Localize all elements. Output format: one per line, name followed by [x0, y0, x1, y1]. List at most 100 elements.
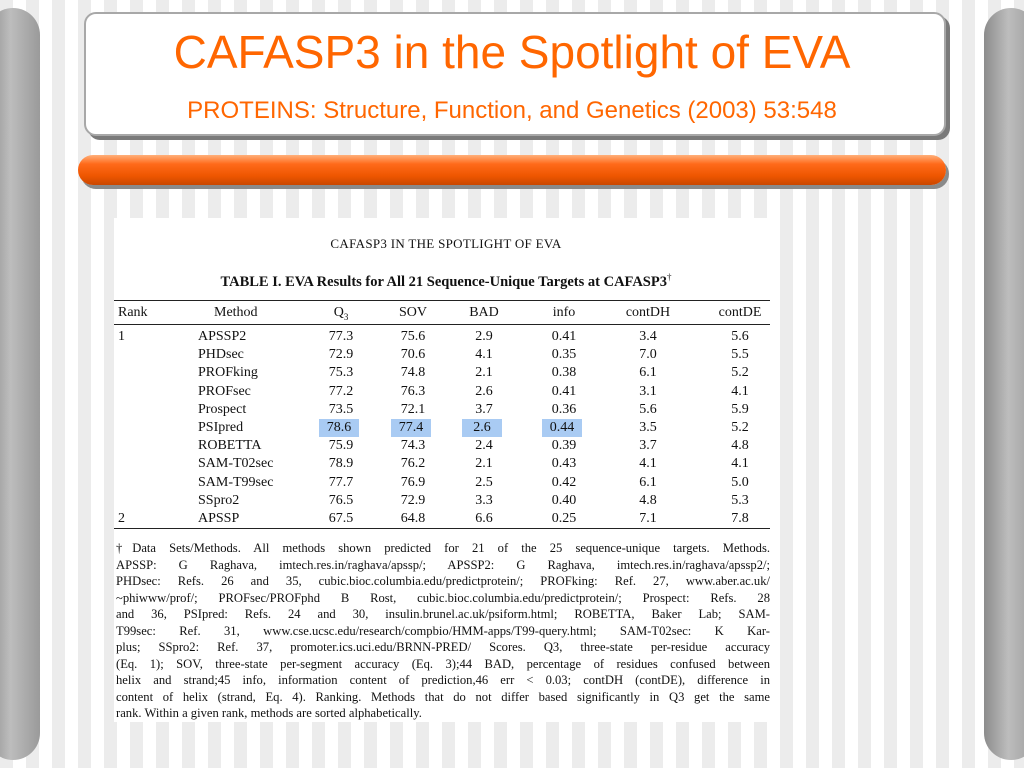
table-title-mark: † [666, 272, 672, 282]
cell-bad: 2.6 [462, 419, 502, 437]
cell-q3: 78.9 [328, 456, 354, 472]
cell-sov: 75.6 [400, 329, 426, 344]
cell-bad: 6.6 [475, 511, 493, 526]
cell-q3: 73.5 [328, 401, 354, 417]
cell-bad: 2.1 [475, 365, 493, 381]
cell-contdh: 6.1 [639, 474, 657, 490]
cell-info: 0.43 [551, 456, 577, 472]
footnote-line: plus; SSpro2: Ref. 37, promoter.ics.uci.… [116, 640, 770, 654]
header-info: info [552, 305, 576, 320]
cell-contdh: 6.1 [639, 365, 657, 381]
header-rank: Rank [118, 305, 148, 320]
slide-subtitle: PROTEINS: Structure, Function, and Genet… [187, 97, 837, 124]
cell-sov: 70.6 [400, 347, 426, 363]
cell-bad: 4.1 [475, 347, 493, 363]
header-bad: BAD [469, 305, 499, 320]
cell-info: 0.41 [551, 329, 577, 344]
footnote-line: PHDsec: Refs. 26 and 35, cubic.bioc.colu… [116, 574, 770, 588]
running-head: CAFASP3 IN THE SPOTLIGHT OF EVA [330, 236, 562, 251]
cell-bad: 2.4 [475, 438, 493, 454]
header-contde: contDE [718, 305, 762, 320]
cell-method: PHDsec [198, 347, 244, 363]
cell-contde: 4.1 [731, 456, 749, 472]
cell-info: 0.44 [542, 419, 582, 437]
cell-q3: 75.3 [328, 365, 354, 381]
footnote-line: APSSP: G Raghava, imtech.res.in/raghava/… [116, 557, 770, 572]
footnote-line: †Data Sets/Methods. All methods shown pr… [116, 541, 770, 555]
cell-method: SAM-T99sec [198, 474, 274, 490]
header-q3-letter: Q [333, 305, 344, 320]
cell-contde: 7.8 [731, 511, 749, 526]
header-q3: Q3 [309, 304, 373, 326]
table-bottom-rule [114, 528, 770, 529]
document-image: CAFASP3 IN THE SPOTLIGHT OF EVA TABLE I.… [114, 218, 778, 722]
cell-method: PSIpred [198, 420, 244, 435]
cell-q3: 77.2 [328, 383, 354, 399]
cell-sov: 76.9 [400, 474, 426, 490]
footnote-line: rank. Within a given rank, methods are s… [116, 706, 422, 720]
table-top-rule [114, 300, 770, 301]
cell-contde: 5.3 [731, 492, 749, 508]
cell-info: 0.35 [551, 347, 577, 363]
cell-bad: 2.1 [475, 456, 493, 472]
left-decoration-bar [0, 8, 40, 760]
cell-contdh: 7.1 [639, 511, 657, 526]
cell-method: SAM-T02sec [198, 456, 274, 472]
cell-q3: 77.3 [328, 329, 354, 344]
cell-rank: 1 [118, 329, 125, 344]
cell-sov: 74.8 [400, 365, 426, 381]
cell-bad: 2.9 [475, 329, 493, 344]
cell-contdh: 3.1 [639, 383, 657, 399]
cell-sov: 76.3 [400, 383, 426, 399]
cell-q3: 72.9 [328, 347, 354, 363]
header-q3-subscript: 3 [343, 311, 349, 322]
footnote-line: T99sec: Ref. 31, www.cse.ucsc.edu/resear… [116, 623, 770, 638]
cell-contde: 5.2 [731, 420, 749, 435]
cell-contde: 5.5 [731, 347, 749, 363]
table-title: TABLE I. EVA Results for All 21 Sequence… [114, 272, 778, 291]
cell-q3: 75.9 [328, 438, 354, 454]
cell-method: PROFsec [198, 383, 251, 399]
cell-method: ROBETTA [198, 438, 262, 454]
cell-method: APSSP2 [198, 329, 247, 344]
footnote-line: ~phiwww/prof/; PROFsec/PROFphd B Rost, c… [116, 590, 770, 605]
cell-sov: 77.4 [391, 419, 431, 437]
cell-contdh: 5.6 [639, 401, 657, 417]
cell-contde: 5.9 [731, 401, 749, 417]
cell-bad: 3.3 [475, 492, 493, 508]
cell-info: 0.38 [551, 365, 577, 381]
cell-info: 0.25 [551, 511, 577, 526]
cell-method: APSSP [198, 511, 240, 526]
cell-sov: 72.9 [400, 492, 426, 508]
cell-method: SSpro2 [198, 492, 240, 508]
cell-sov: 64.8 [400, 511, 426, 526]
cell-method: Prospect [198, 401, 247, 417]
cell-contde: 5.2 [731, 365, 749, 381]
cell-q3: 78.6 [319, 419, 359, 437]
cell-contdh: 4.8 [639, 492, 657, 508]
cell-rank: 2 [118, 511, 125, 526]
cell-info: 0.36 [551, 401, 577, 417]
cell-contdh: 4.1 [639, 456, 657, 472]
right-decoration-bar [984, 8, 1024, 760]
table-title-text: TABLE I. EVA Results for All 21 Sequence… [220, 273, 667, 290]
header-method: Method [214, 305, 258, 320]
slide-title: CAFASP3 in the Spotlight of EVA [173, 26, 851, 78]
cell-contde: 4.1 [731, 383, 749, 399]
cell-q3: 77.7 [328, 474, 354, 490]
cell-contde: 4.8 [731, 438, 749, 454]
cell-contde: 5.0 [731, 474, 749, 490]
cell-contde: 5.6 [731, 329, 749, 344]
cell-contdh: 7.0 [639, 347, 657, 363]
cell-bad: 2.5 [475, 474, 493, 490]
cell-q3: 76.5 [328, 492, 354, 508]
footnote-line: (Eq. 1); SOV, three-state per-segment ac… [116, 656, 770, 671]
footnote-line: and 36, PSIpred: Refs. 24 and 30, insuli… [116, 607, 770, 621]
cell-info: 0.41 [551, 383, 577, 399]
cell-contdh: 3.4 [639, 329, 657, 344]
table-header-rule [114, 324, 770, 325]
slide-title-box [84, 12, 946, 136]
footnote-line: helix and strand;45 info, information co… [116, 673, 770, 687]
orange-divider-bar [78, 155, 946, 185]
header-contdh: contDH [625, 305, 671, 320]
